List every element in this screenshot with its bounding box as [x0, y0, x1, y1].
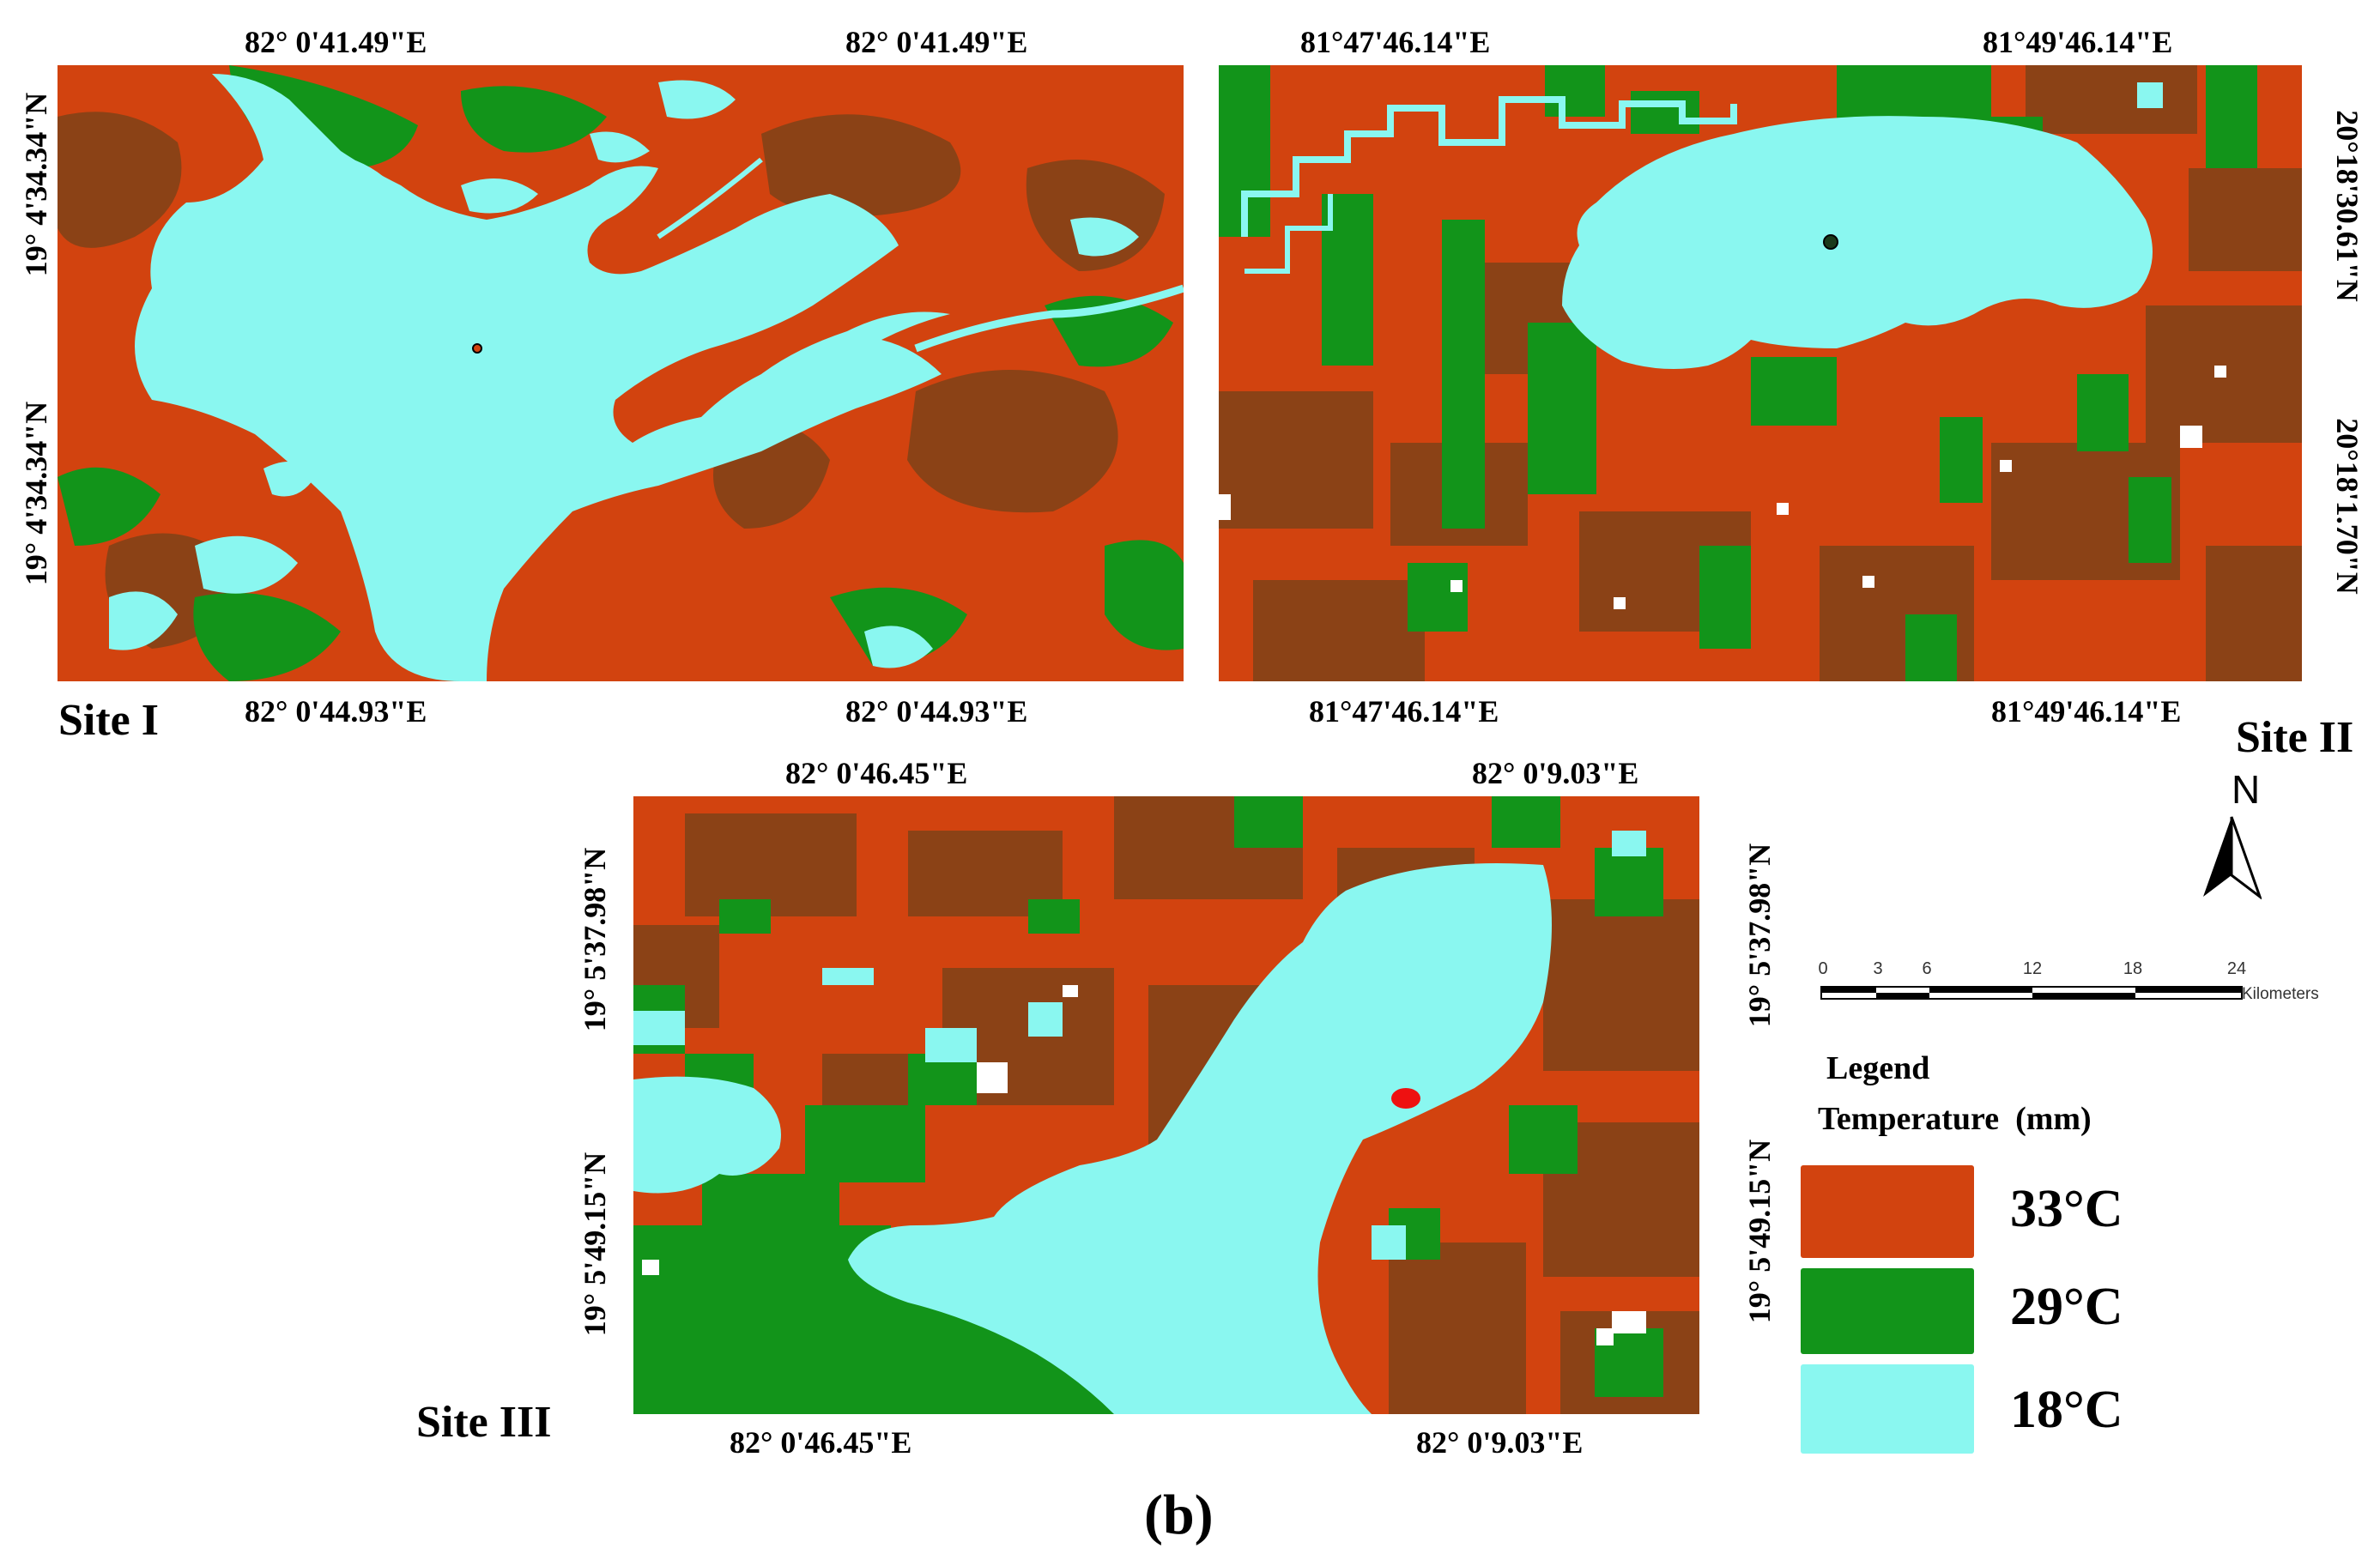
site3-left-bottom-latitude: 19° 5'49.15"N — [578, 1152, 612, 1337]
site3-map-graphic — [633, 796, 1699, 1414]
site3-temperature-map — [633, 796, 1699, 1414]
site1-temperature-map — [58, 65, 1184, 681]
site2-label: Site II — [2236, 713, 2354, 762]
site3-bottom-right-longitude: 82° 0'9.03"E — [1416, 1425, 1584, 1460]
scale-bar-graphic — [1820, 986, 2243, 1000]
legend-label-29: 29°C — [2010, 1278, 2123, 1336]
legend-heading: Legend — [1826, 1050, 1930, 1086]
legend-swatch-29 — [1801, 1268, 1974, 1354]
legend-label-33: 33°C — [2010, 1180, 2123, 1238]
site2-right-bottom-latitude: 20°18'1.70"N — [2330, 418, 2365, 595]
site3-top-right-longitude: 82° 0'9.03"E — [1472, 756, 1639, 790]
site2-top-left-longitude: 81°47'46.14"E — [1300, 25, 1491, 59]
site3-top-left-longitude: 82° 0'46.45"E — [785, 756, 968, 790]
site1-top-right-longitude: 82° 0'41.49"E — [845, 25, 1028, 59]
north-letter: N — [2232, 767, 2261, 812]
site2-bottom-right-longitude: 81°49'46.14"E — [1991, 694, 2182, 729]
scale-tick-0: 0 — [1818, 959, 1828, 978]
site1-map-graphic — [58, 65, 1184, 681]
site2-map-graphic — [1219, 65, 2302, 681]
site1-left-top-latitude: 19° 4'34.34"N — [19, 92, 53, 277]
legend-swatch-18 — [1801, 1364, 1974, 1454]
site2-top-right-longitude: 81°49'46.14"E — [1983, 25, 2173, 59]
scale-unit: Kilometers — [2242, 985, 2319, 1003]
site3-label: Site III — [416, 1398, 552, 1447]
site3-right-bottom-latitude: 19° 5'49.15"N — [1742, 1139, 1777, 1324]
figure-caption: (b) — [1144, 1484, 1214, 1546]
legend-swatch-33 — [1801, 1165, 1974, 1258]
site1-top-left-longitude: 82° 0'41.49"E — [245, 25, 427, 59]
site3-left-top-latitude: 19° 5'37.98"N — [578, 847, 612, 1032]
site3-bottom-left-longitude: 82° 0'46.45"E — [730, 1425, 912, 1460]
site2-bottom-left-longitude: 81°47'46.14"E — [1309, 694, 1499, 729]
north-arrow-icon — [2203, 816, 2262, 900]
site1-bottom-right-longitude: 82° 0'44.93"E — [845, 694, 1028, 729]
scale-tick-6: 6 — [1922, 959, 1932, 978]
site2-temperature-map — [1219, 65, 2302, 681]
scale-tick-18: 18 — [2123, 959, 2143, 978]
site1-label: Site I — [58, 696, 159, 745]
site3-right-top-latitude: 19° 5'37.98"N — [1742, 843, 1777, 1028]
site2-right-top-latitude: 20°18'30.61"N — [2330, 110, 2365, 302]
site1-left-bottom-latitude: 19° 4'34.34"N — [19, 401, 53, 586]
legend-title: Temperature (mm) — [1818, 1101, 2092, 1137]
scale-tick-3: 3 — [1873, 959, 1883, 978]
legend-label-18: 18°C — [2010, 1381, 2123, 1439]
scale-tick-12: 12 — [2022, 959, 2043, 978]
scale-tick-24: 24 — [2226, 959, 2247, 978]
site1-bottom-left-longitude: 82° 0'44.93"E — [245, 694, 427, 729]
